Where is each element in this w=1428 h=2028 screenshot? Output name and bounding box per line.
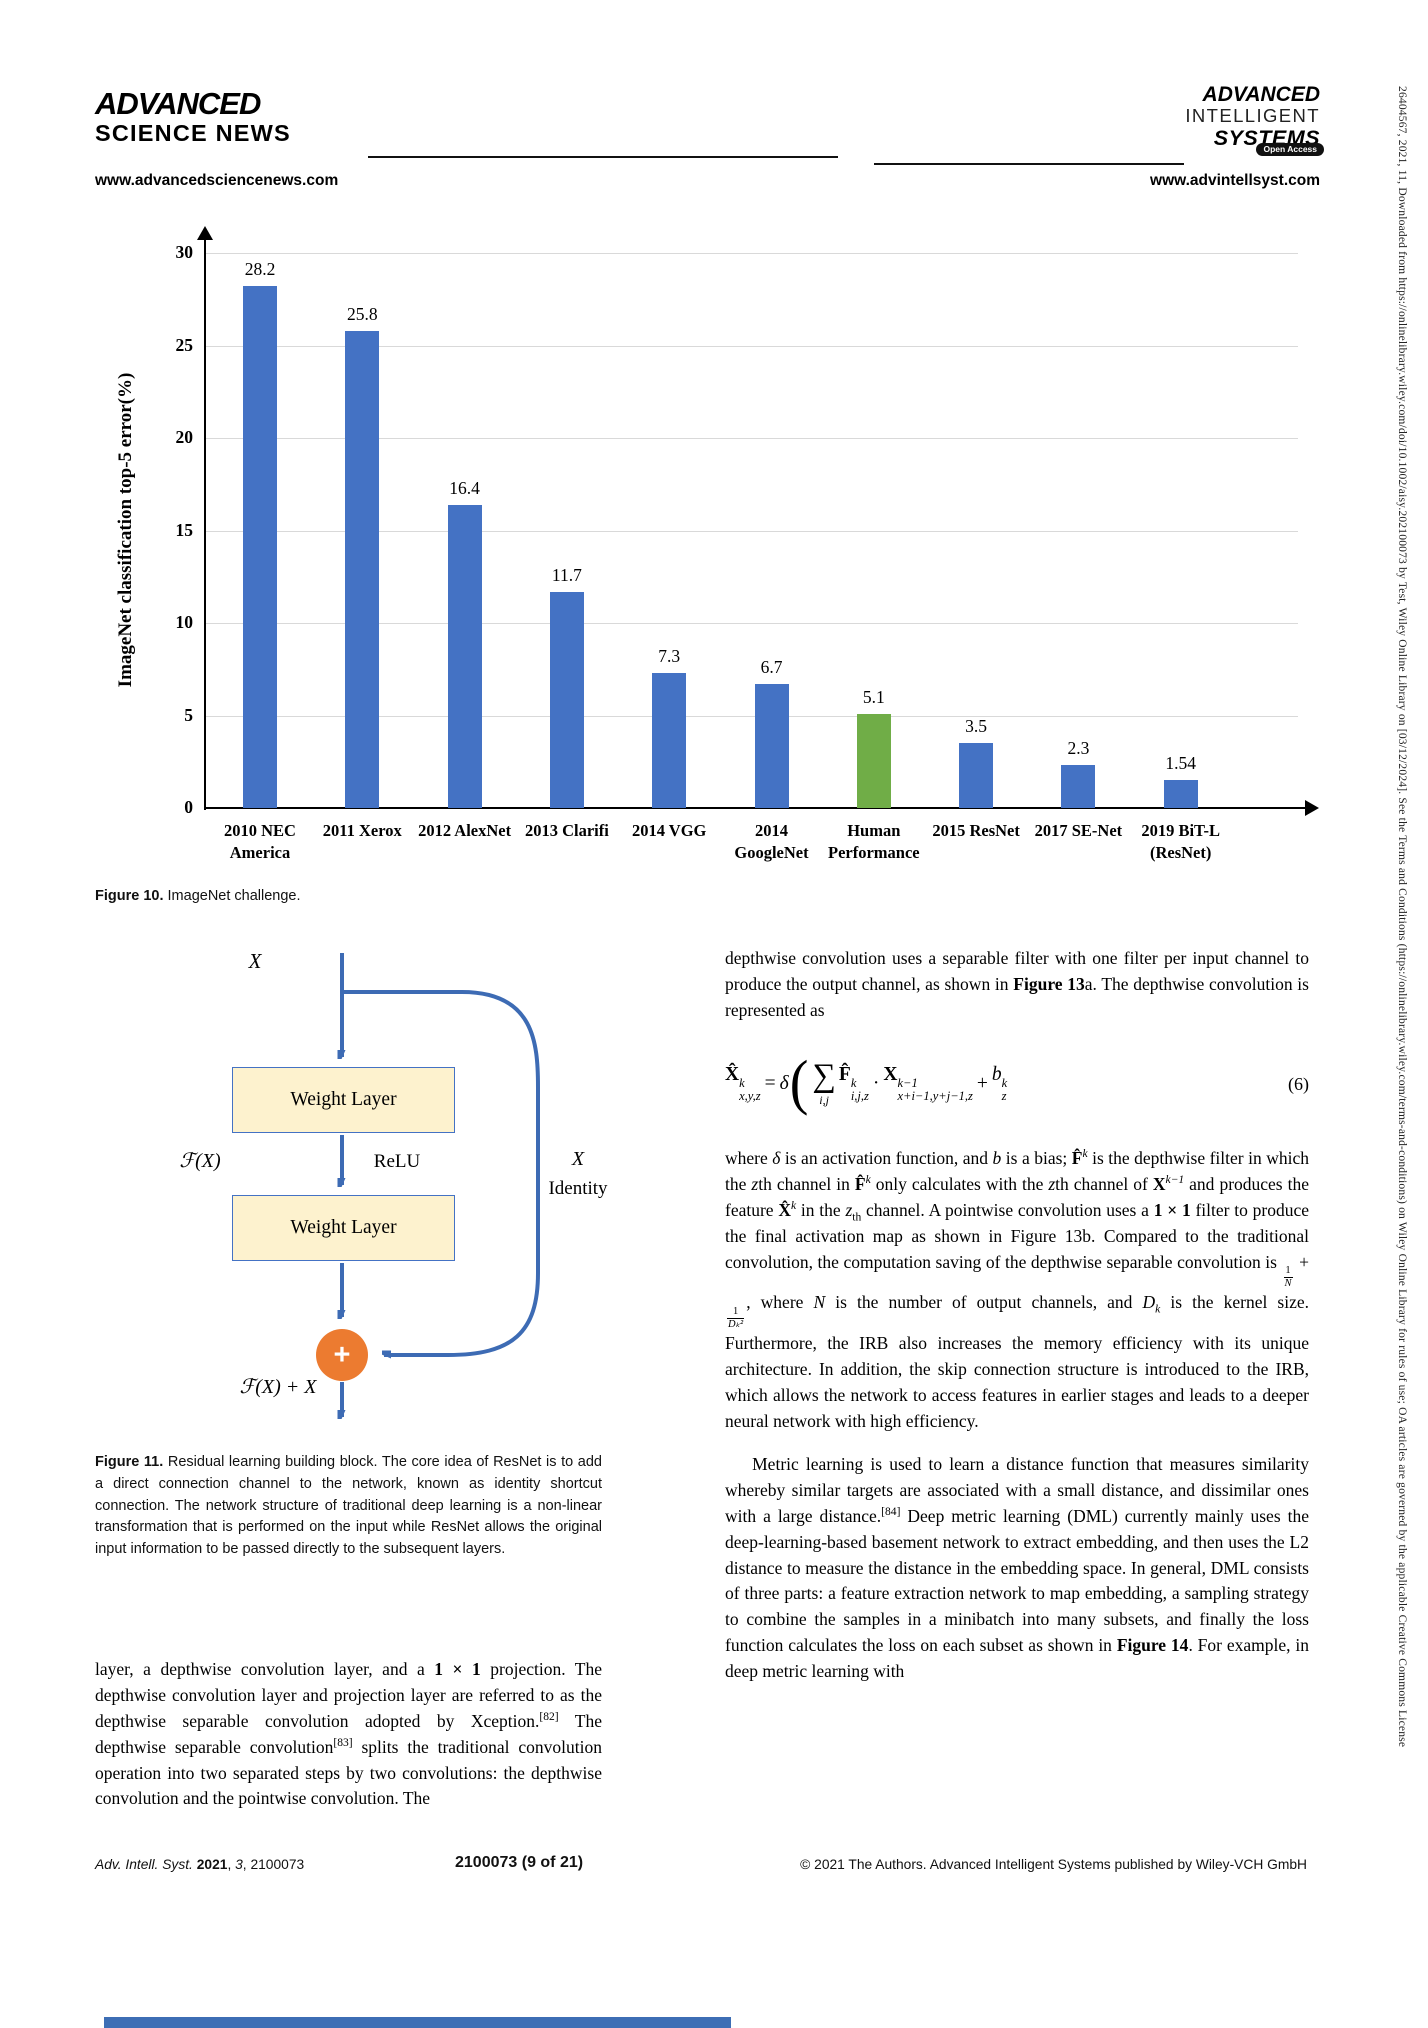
chart-gridline	[205, 253, 1298, 255]
chart-y-axis-label: ImageNet classification top-5 error(%)	[115, 372, 136, 688]
bar-value-label: 6.7	[760, 657, 783, 678]
chart-gridline	[205, 345, 1298, 347]
bar	[856, 713, 891, 808]
left-column-paragraph: layer, a depthwise convolution layer, an…	[95, 1659, 602, 1809]
logo-line-intelligent: INTELLIGENT	[1185, 105, 1320, 126]
bar	[243, 286, 277, 808]
weight-layer-box-1: Weight Layer	[232, 1067, 455, 1133]
residual-block-diagram: X Weight Layer ℱ(X) ReLU X Identity Weig…	[110, 945, 670, 1450]
footer-citation: Adv. Intell. Syst. 2021, 3, 2100073	[95, 1857, 305, 1872]
chart-y-tick-label: 5	[184, 704, 193, 725]
filter-term: F̂ k i,j,z	[838, 1064, 869, 1104]
bar-value-label: 2.3	[1067, 738, 1090, 759]
logo-line-systems: SYSTEMS	[1213, 125, 1320, 150]
logo-line-advanced: ADVANCED	[95, 86, 261, 121]
chart-gridline	[205, 623, 1298, 625]
open-access-badge: Open Access	[1256, 143, 1324, 156]
bar	[345, 330, 380, 808]
imagenet-challenge-bar-chart: ImageNet classification top-5 error(%) 0…	[0, 0, 1428, 920]
equation-lhs: X̂ k x,y,z	[725, 1064, 761, 1104]
header-rule-left	[368, 156, 838, 159]
left-site-url: www.advancedsciencenews.com	[95, 172, 339, 189]
right-column-paragraph-2: where δ is an activation function, and b…	[725, 1148, 1310, 1432]
equation-number: (6)	[1288, 1073, 1309, 1094]
diagram-arrows	[110, 953, 540, 1450]
bar	[447, 504, 482, 808]
advanced-intelligent-systems-logo: ADVANCED INTELLIGENT SYSTEMS Open Access	[1170, 83, 1324, 156]
plus-sign: +	[976, 1073, 988, 1094]
chart-gridline	[205, 715, 1298, 717]
weight-layer-box-2: Weight Layer	[232, 1195, 455, 1261]
logo-line-advanced-right: ADVANCED	[1202, 83, 1320, 106]
right-site-url: www.advintellsyst.com	[1150, 172, 1320, 189]
download-license-sidebar-text: 26404567, 2021, 11, Downloaded from http…	[1396, 86, 1408, 1748]
footer-page-number: 2100073 (9 of 21)	[455, 1854, 584, 1871]
chart-y-tick-label: 30	[175, 242, 194, 262]
chart-gridline	[205, 438, 1298, 440]
bar-value-label: 16.4	[449, 477, 480, 498]
chart-y-tick-label: 20	[175, 427, 194, 447]
chart-x-tick-label: 2010 NEC America	[224, 821, 296, 863]
chart-y-tick-label: 10	[175, 612, 194, 632]
header-rule-right	[874, 163, 1184, 166]
bar	[1061, 765, 1096, 808]
bar	[1163, 779, 1198, 808]
advanced-science-news-logo: ADVANCED SCIENCE NEWS	[95, 88, 291, 146]
chart-y-tick-label: 25	[175, 334, 194, 355]
bar-value-label: 25.8	[346, 303, 378, 324]
diagram-identity-label: Identity	[548, 1178, 608, 1199]
figure10-caption: Figure 10. ImageNet challenge.	[95, 888, 301, 904]
diagram-output-label: ℱ(X) + X	[239, 1376, 317, 1398]
diagram-identity-x-label: X	[571, 1148, 585, 1170]
sum-node: +	[316, 1329, 368, 1381]
chart-x-tick-label: 2011 Xerox	[322, 821, 402, 840]
chart-gridline	[205, 530, 1298, 532]
diagram-input-x-label: X	[248, 949, 262, 973]
chart-x-tick-label: 2013 Clarifi	[524, 821, 609, 840]
chart-x-axis-arrowhead-icon	[1305, 800, 1319, 816]
bar	[652, 672, 687, 808]
bar	[549, 591, 584, 808]
chart-y-axis-line	[203, 238, 207, 810]
bar-value-label: 28.2	[244, 259, 276, 280]
right-column-paragraph-3: Metric learning is used to learn a dista…	[725, 1454, 1309, 1682]
chart-x-tick-label: 2017 SE-Net	[1034, 821, 1123, 840]
bar	[959, 743, 994, 808]
chart-x-tick-label: 2012 AlexNet	[418, 821, 512, 840]
bar-value-label: 11.7	[551, 564, 582, 585]
logo-line-science-news: SCIENCE NEWS	[95, 120, 291, 146]
right-column-paragraph-1: depthwise convolution uses a separable f…	[725, 948, 1309, 1020]
left-parenthesis: (	[789, 1049, 809, 1118]
chart-x-tick-label: 2015 ResNet	[932, 821, 1020, 840]
chart-y-tick-label: 15	[175, 519, 194, 540]
chart-x-tick-label: Human Performance	[827, 821, 920, 863]
bar-value-label: 1.54	[1165, 752, 1196, 773]
equals-sign: =	[764, 1073, 776, 1094]
diagram-fx-label: ℱ(X)	[179, 1150, 221, 1172]
bar	[754, 684, 789, 808]
footer-copyright: © 2021 The Authors. Advanced Intelligent…	[800, 1857, 1307, 1872]
chart-y-tick-label: 0	[184, 797, 193, 817]
bar-value-label: 3.5	[965, 716, 988, 737]
dot-operator: ·	[872, 1073, 880, 1094]
summation-symbol: ∑ i,j	[812, 1057, 836, 1107]
figure11-caption: Figure 11. Residual learning building bl…	[95, 1454, 602, 1557]
chart-x-tick-label: 2014 GoogleNet	[734, 821, 809, 863]
identity-shortcut-curve	[342, 990, 540, 1355]
bar-value-label: 7.3	[658, 645, 681, 666]
chart-x-tick-label: 2014 VGG	[631, 821, 707, 840]
delta-symbol: δ	[779, 1073, 789, 1094]
partial-bottom-bar	[104, 2017, 731, 2028]
chart-x-axis-line	[203, 806, 1308, 810]
chart-x-tick-label: 2019 BiT-L (ResNet)	[1141, 821, 1221, 863]
chart-y-axis-arrowhead-icon	[197, 226, 213, 240]
bar-value-label: 5.1	[862, 686, 885, 707]
diagram-relu-label: ReLU	[373, 1151, 421, 1172]
